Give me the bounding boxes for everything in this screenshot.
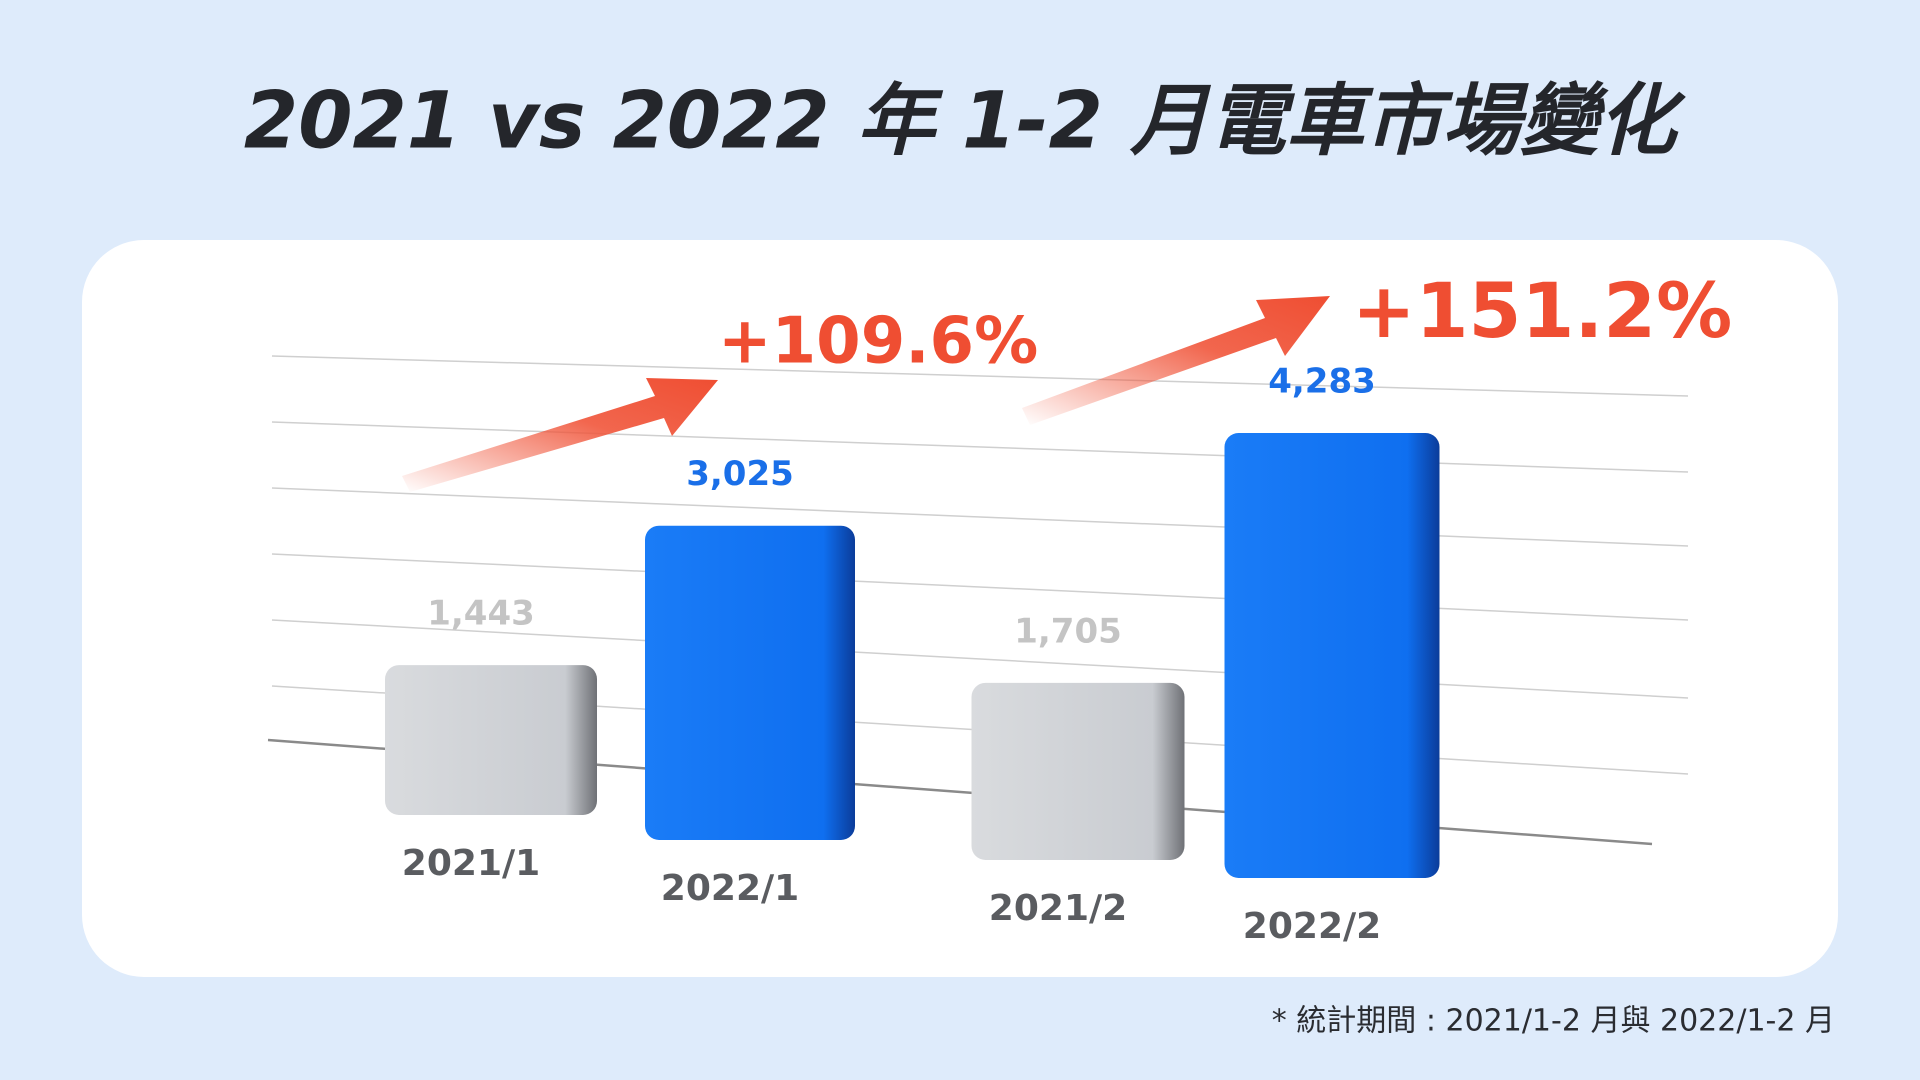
x-tick-label: 2021/2 (989, 888, 1127, 929)
x-tick-label: 2021/1 (402, 843, 540, 884)
guide-line (271, 553, 1689, 621)
guide-line (271, 421, 1689, 473)
growth-annotation: +109.6% (718, 305, 1038, 379)
guide-line (271, 487, 1689, 547)
bar (1224, 433, 1440, 878)
growth-annotation: +151.2% (1352, 266, 1732, 355)
bar (971, 682, 1185, 860)
value-label: 3,025 (686, 454, 794, 494)
bar (645, 525, 855, 840)
trend-arrow (402, 378, 718, 492)
value-label: 1,443 (427, 594, 535, 634)
bar (385, 665, 597, 815)
trend-arrow (1022, 296, 1330, 425)
chart-title: 2021 vs 2022 年 1-2 月電車市場變化 (244, 76, 1686, 166)
x-tick-label: 2022/2 (1243, 906, 1381, 947)
footnote: * 統計期間 : 2021/1-2 月與 2022/1-2 月 (1272, 1004, 1835, 1039)
value-label: 4,283 (1268, 362, 1376, 402)
guide-line (271, 619, 1689, 699)
value-label: 1,705 (1014, 611, 1122, 651)
guide-line (271, 355, 1689, 397)
x-tick-label: 2022/1 (661, 868, 799, 909)
